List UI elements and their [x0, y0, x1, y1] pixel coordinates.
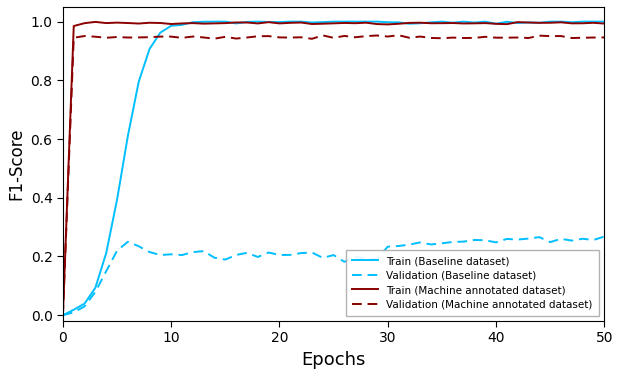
Validation (Machine annotated dataset): [460, 36, 467, 40]
Train (Machine annotated dataset): [59, 313, 66, 317]
Validation (Baseline dataset): [179, 253, 186, 257]
Legend: Train (Baseline dataset), Validation (Baseline dataset), Train (Machine annotate: Train (Baseline dataset), Validation (Ba…: [346, 250, 599, 316]
Line: Validation (Machine annotated dataset): Validation (Machine annotated dataset): [63, 35, 604, 315]
Train (Machine annotated dataset): [189, 21, 197, 25]
Validation (Machine annotated dataset): [221, 35, 229, 39]
Validation (Baseline dataset): [417, 240, 424, 245]
Validation (Baseline dataset): [590, 238, 597, 242]
Train (Baseline dataset): [232, 21, 240, 26]
Train (Baseline dataset): [601, 20, 608, 24]
Line: Train (Machine annotated dataset): Train (Machine annotated dataset): [63, 22, 604, 315]
Validation (Machine annotated dataset): [232, 36, 240, 41]
Train (Machine annotated dataset): [590, 21, 597, 25]
Validation (Machine annotated dataset): [179, 36, 186, 40]
Train (Baseline dataset): [179, 23, 186, 27]
Train (Baseline dataset): [460, 20, 467, 24]
Validation (Machine annotated dataset): [601, 35, 608, 40]
Validation (Machine annotated dataset): [59, 313, 66, 317]
X-axis label: Epochs: Epochs: [301, 351, 366, 369]
Train (Machine annotated dataset): [243, 20, 250, 25]
Train (Baseline dataset): [590, 20, 597, 24]
Validation (Baseline dataset): [449, 240, 456, 244]
Validation (Baseline dataset): [59, 313, 66, 317]
Line: Train (Baseline dataset): Train (Baseline dataset): [63, 22, 604, 315]
Train (Baseline dataset): [211, 20, 218, 24]
Train (Machine annotated dataset): [601, 21, 608, 26]
Train (Machine annotated dataset): [92, 20, 99, 24]
Train (Baseline dataset): [243, 20, 250, 24]
Y-axis label: F1-Score: F1-Score: [7, 128, 25, 200]
Train (Machine annotated dataset): [427, 21, 435, 26]
Validation (Baseline dataset): [601, 234, 608, 239]
Line: Validation (Baseline dataset): Validation (Baseline dataset): [63, 237, 604, 315]
Train (Machine annotated dataset): [460, 21, 467, 26]
Validation (Machine annotated dataset): [427, 36, 435, 40]
Train (Machine annotated dataset): [232, 20, 240, 25]
Validation (Machine annotated dataset): [395, 33, 402, 38]
Validation (Machine annotated dataset): [590, 35, 597, 40]
Train (Baseline dataset): [427, 20, 435, 25]
Validation (Baseline dataset): [232, 253, 240, 257]
Validation (Baseline dataset): [221, 257, 229, 262]
Train (Baseline dataset): [59, 313, 66, 317]
